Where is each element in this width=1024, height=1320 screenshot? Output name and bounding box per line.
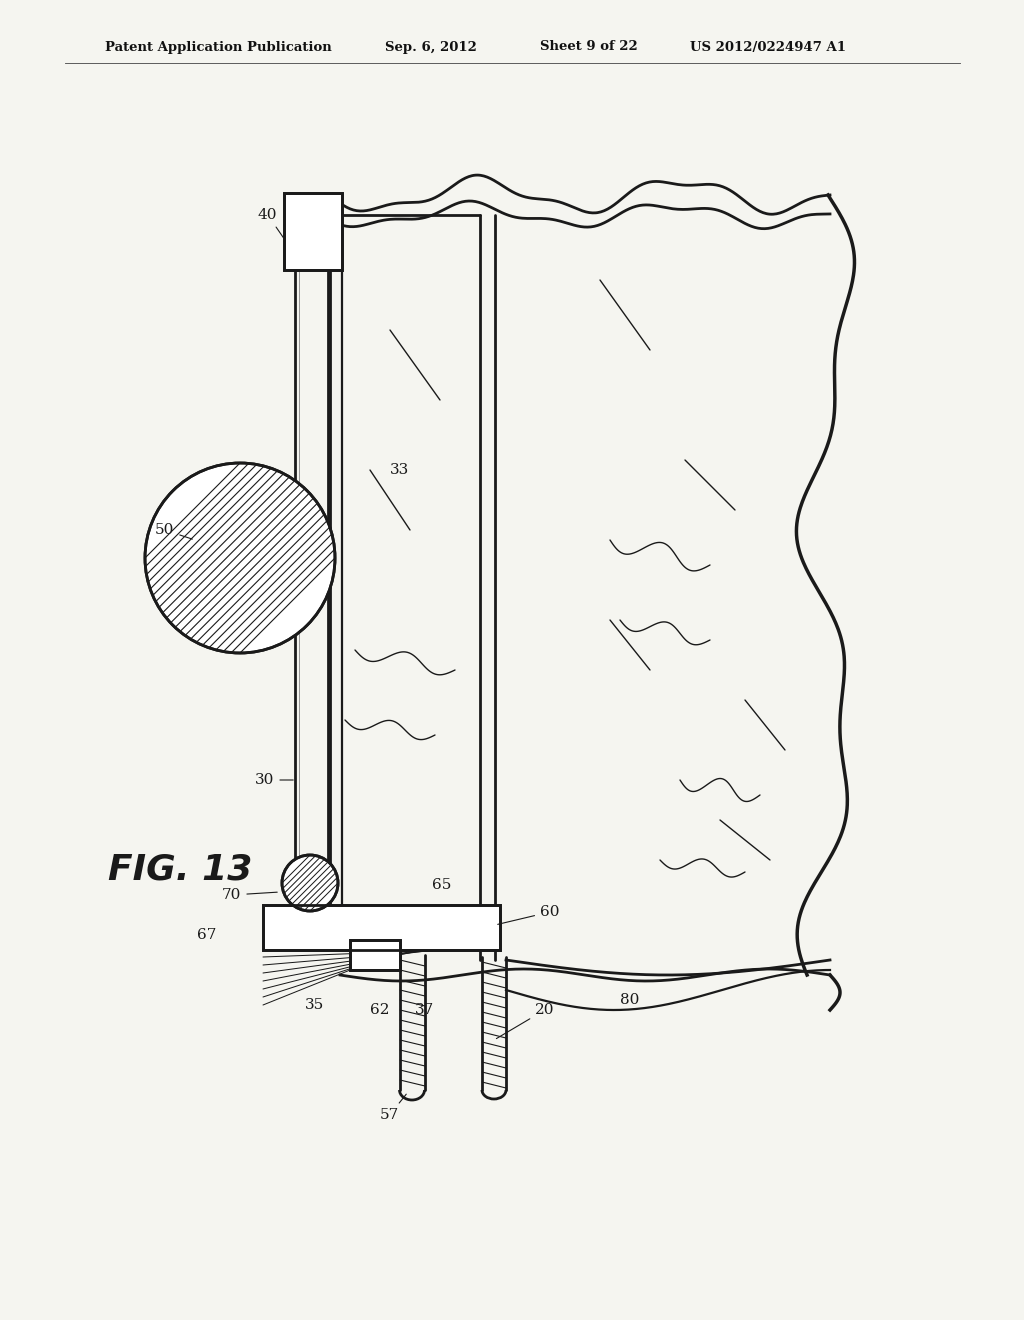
Text: 67: 67 xyxy=(197,928,216,942)
Text: US 2012/0224947 A1: US 2012/0224947 A1 xyxy=(690,41,846,54)
Text: 33: 33 xyxy=(390,463,410,477)
Text: 60: 60 xyxy=(498,906,559,924)
Text: 65: 65 xyxy=(432,878,452,892)
Text: 37: 37 xyxy=(415,1003,434,1016)
Text: 50: 50 xyxy=(155,523,193,539)
Text: Sheet 9 of 22: Sheet 9 of 22 xyxy=(540,41,638,54)
Text: 40: 40 xyxy=(258,209,284,238)
Text: 57: 57 xyxy=(380,1094,407,1122)
Circle shape xyxy=(282,855,338,911)
Text: Patent Application Publication: Patent Application Publication xyxy=(105,41,332,54)
Circle shape xyxy=(145,463,335,653)
Text: 30: 30 xyxy=(255,774,293,787)
Text: 62: 62 xyxy=(370,1003,389,1016)
Polygon shape xyxy=(350,940,400,970)
Text: FIG. 13: FIG. 13 xyxy=(108,853,252,887)
Polygon shape xyxy=(263,906,500,950)
Text: Sep. 6, 2012: Sep. 6, 2012 xyxy=(385,41,477,54)
Text: 70: 70 xyxy=(222,888,278,902)
Text: 80: 80 xyxy=(620,993,639,1007)
Polygon shape xyxy=(284,193,342,271)
Text: 35: 35 xyxy=(305,998,325,1012)
Text: 20: 20 xyxy=(497,1003,555,1039)
